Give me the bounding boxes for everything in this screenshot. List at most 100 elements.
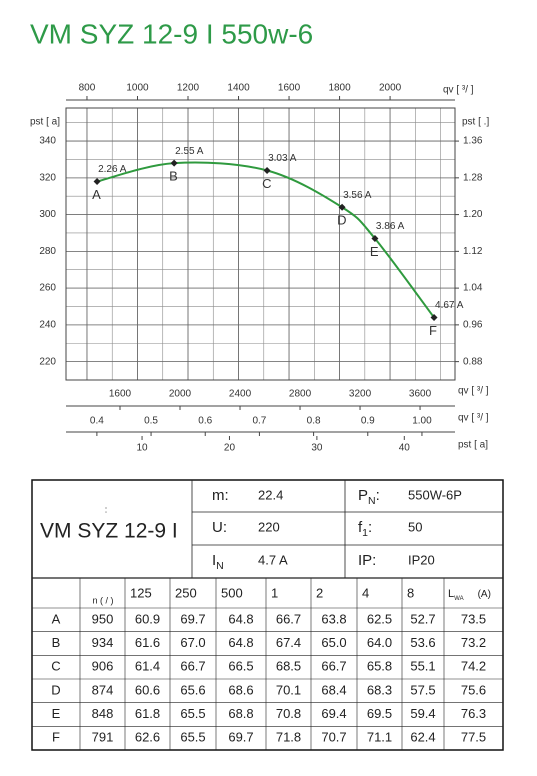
spec-value: 4.7 A [258,552,288,567]
spec-value: IP20 [408,552,435,567]
secondary-x-tick-label: 10 [136,443,148,454]
label-main: I [212,552,216,569]
label-main: L [448,588,454,600]
y-tick-label: 280 [39,246,56,257]
label-sub: 1 [362,527,368,539]
table-frame [31,479,504,751]
column-header: 250 [175,585,197,600]
column-header: LWA (A) [448,588,491,602]
column-header: n ( / ) [92,595,113,605]
secondary-x-tick-label: 2800 [289,389,312,400]
label-main: U: [212,519,227,536]
y2-tick-label: 1.36 [463,136,483,147]
secondary-x-tick-label: 0.9 [361,416,375,427]
table-cell: 65.8 [367,659,392,674]
label-unit: (A) [478,589,491,600]
table-cell: 791 [92,730,114,745]
point-marker [338,203,346,211]
secondary-x-tick-label: 0.7 [252,416,266,427]
table-cell: 66.7 [321,659,346,674]
spec-label: PN: [358,487,380,507]
point-label: A [92,187,101,202]
x-tick-label: 1800 [328,83,351,94]
table-cell: 70.7 [321,730,346,745]
x-axis-label: qv [ ³/ ] [443,85,474,96]
x-tick-label: 2000 [379,83,402,94]
table-cell: 69.7 [180,611,205,626]
point-marker [170,159,178,167]
column-header: 2 [316,585,323,600]
point-label: D [337,213,346,228]
table-cell: 70.1 [276,682,301,697]
label-main: IP: [358,552,376,569]
table-cell: 60.9 [135,611,160,626]
spec-value: 220 [258,519,280,534]
label-main: m: [212,487,229,504]
y-tick-label: 300 [39,209,56,220]
secondary-x-tick-label: 0.8 [307,416,321,427]
table-cell: 65.5 [180,706,205,721]
table-cell: 65.6 [180,682,205,697]
spec-value: 22.4 [258,487,283,502]
spec-label: U: [212,519,227,536]
table-cell: 61.4 [135,659,160,674]
plot-frame [65,107,456,381]
y-tick-label: 340 [39,136,56,147]
spec-label: IP: [358,552,376,569]
table-cell: 68.8 [228,706,253,721]
point-marker [93,178,101,186]
spec-label: IN [212,552,224,572]
table-cell: 68.4 [321,682,346,697]
y2-tick-label: 1.04 [463,283,483,294]
spec-value: 550W-6P [408,487,462,502]
y2-tick-label: 0.96 [463,320,483,331]
secondary-axis-label: qv [ ³/ ] [458,413,489,424]
secondary-x-tick-label: 20 [224,443,236,454]
table-cell: 66.7 [180,659,205,674]
column-header: 1 [271,585,278,600]
point-annotation: 4.67 A [435,300,464,311]
table-cell: 60.6 [135,682,160,697]
table-cell: F [52,730,60,745]
table-cell: 848 [92,706,114,721]
point-marker [430,314,438,322]
spec-label: f1: [358,519,372,539]
table-cell: 65.5 [180,730,205,745]
table-cell: E [52,706,61,721]
table-cell: B [52,635,61,650]
y2-axis-label: pst [ .] [462,117,489,128]
table-cell: 68.3 [367,682,392,697]
label-sub: N [216,560,224,572]
point-label: B [169,169,178,184]
table-cell: 62.5 [367,611,392,626]
y-tick-label: 220 [39,356,56,367]
label-tail: : [376,487,380,504]
secondary-x-tick-label: 3200 [349,389,372,400]
table-cell: 62.6 [135,730,160,745]
y-tick-label: 260 [39,283,56,294]
table-cell: 55.1 [410,659,435,674]
x-tick-label: 800 [79,83,96,94]
table-cell: 61.8 [135,706,160,721]
table-cell: 73.2 [461,635,486,650]
table-cell: 71.1 [367,730,392,745]
table-cell: 63.8 [321,611,346,626]
table-cell: A [52,611,61,626]
table-cell: 75.6 [461,682,486,697]
x-tick-label: 1200 [177,83,200,94]
point-label: E [370,244,379,259]
spec-label: m: [212,487,229,504]
point-annotation: 3.86 A [376,221,405,232]
y-tick-label: 240 [39,320,56,331]
table-cell: 57.5 [410,682,435,697]
page-title: VM SYZ 12-9 I 550w-6 [30,18,313,49]
table-cell: 76.3 [461,706,486,721]
table-cell: 66.5 [228,659,253,674]
label-tail: : [368,519,372,536]
secondary-x-tick-label: 0.5 [144,416,158,427]
table-cell: 69.5 [367,706,392,721]
table-cell: 906 [92,659,114,674]
table-cell: 67.0 [180,635,205,650]
secondary-x-tick-label: 2400 [229,389,252,400]
